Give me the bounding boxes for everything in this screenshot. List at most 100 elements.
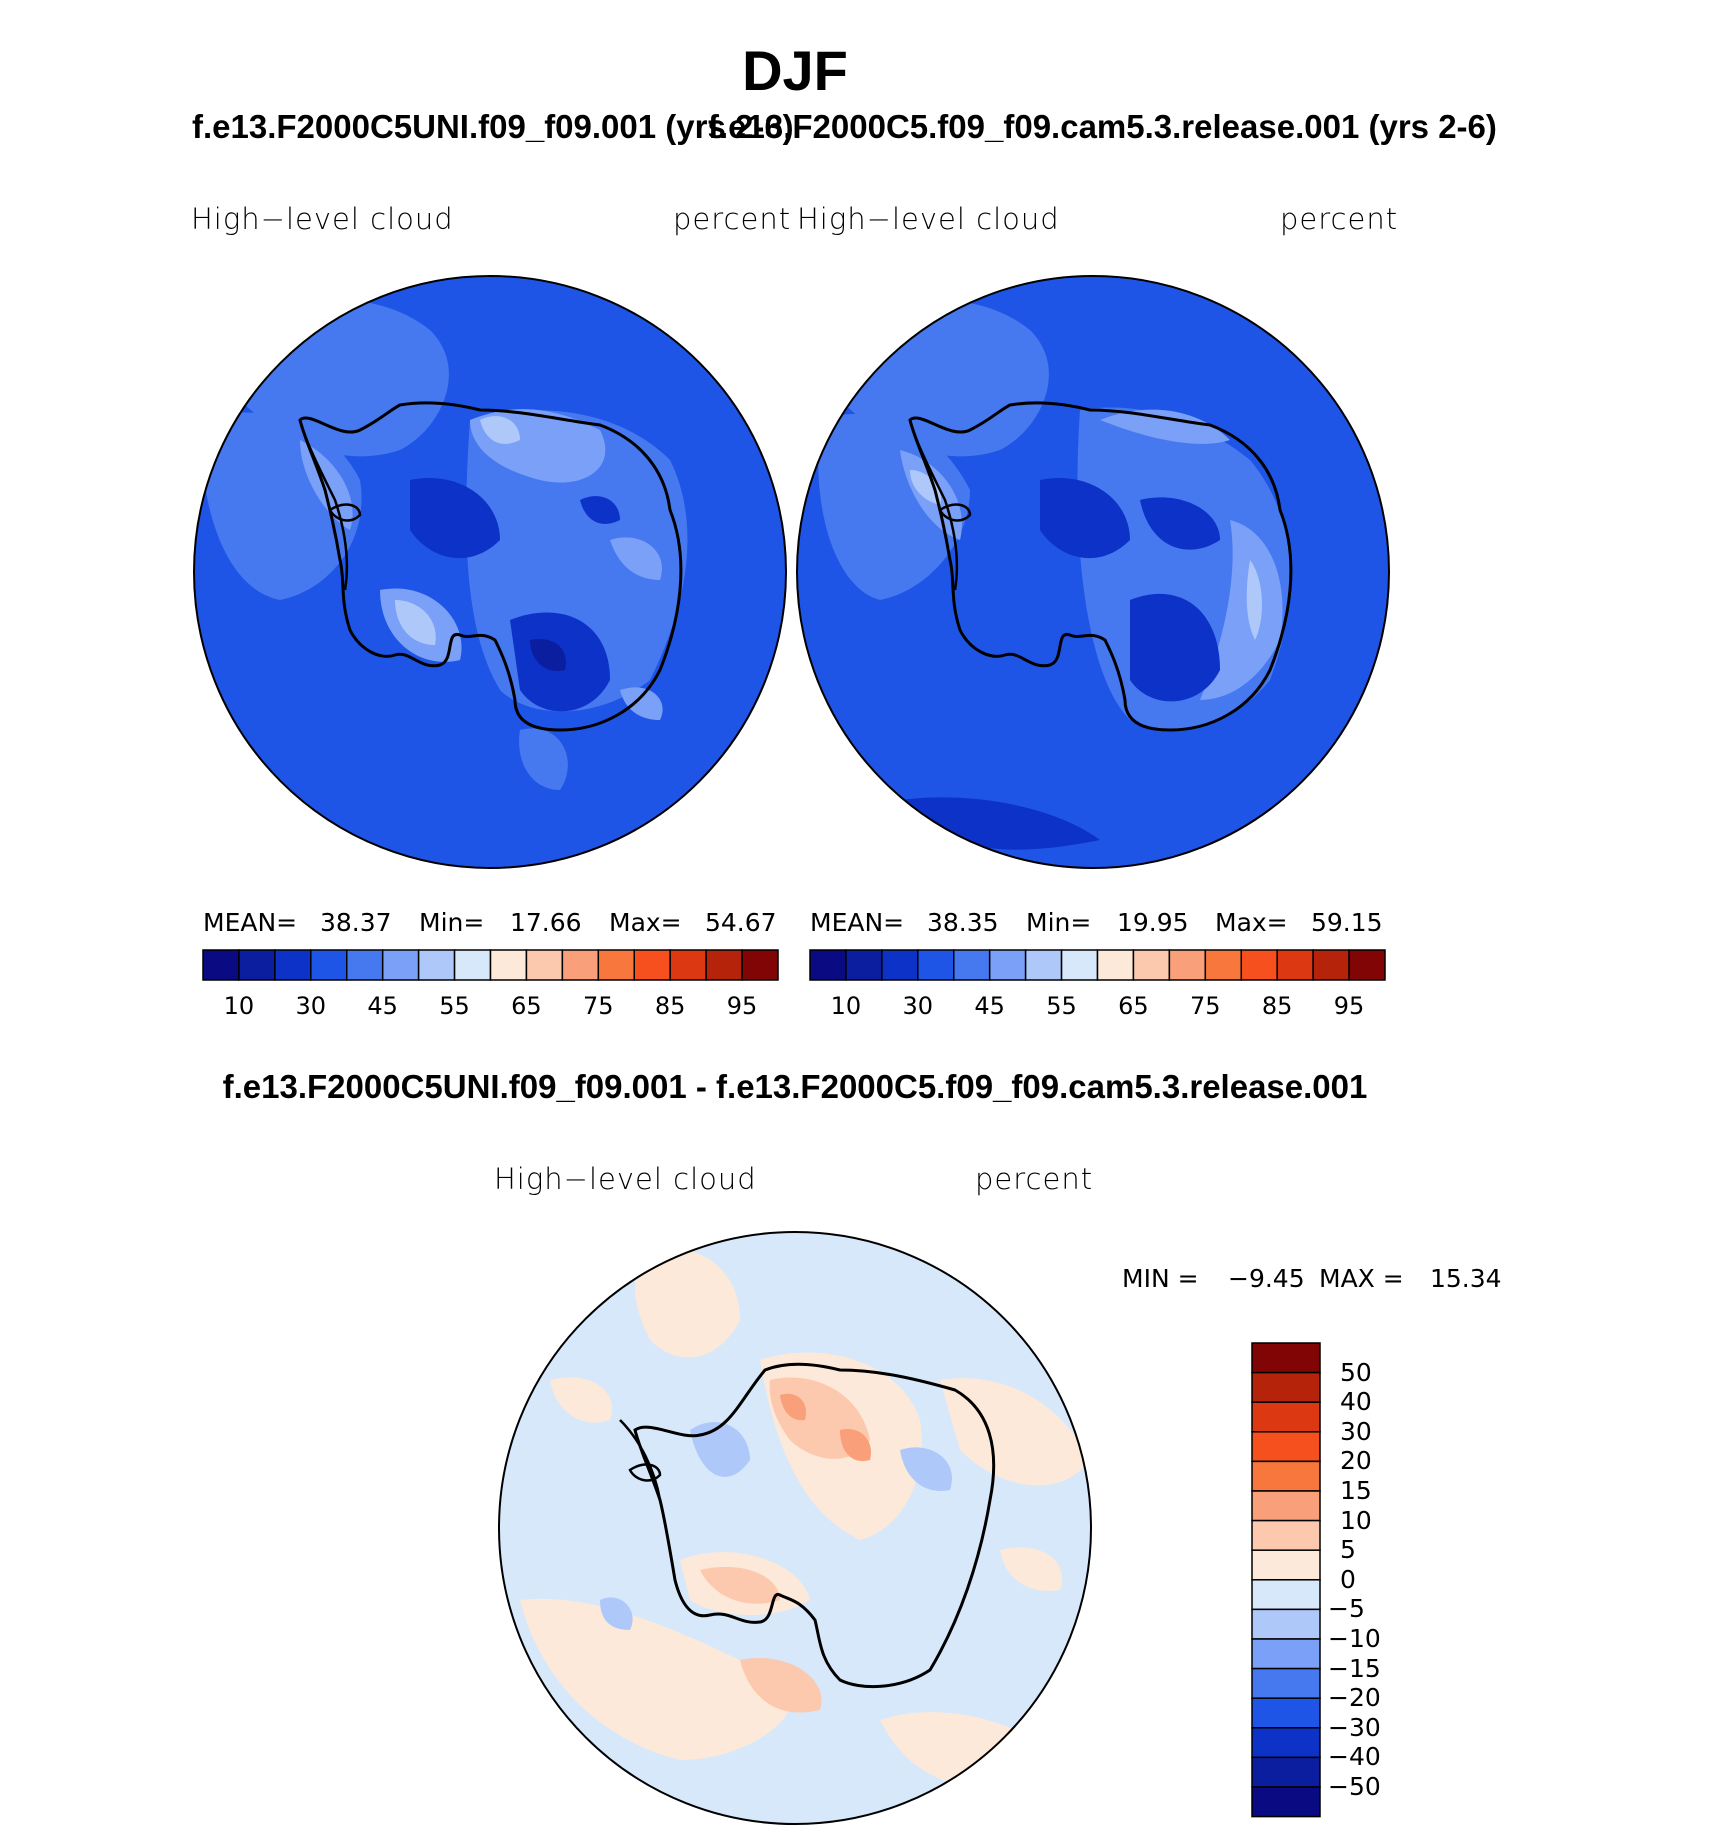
diff-colorbar-tick-label: 5 bbox=[1340, 1535, 1356, 1565]
diff-colorbar-swatch bbox=[1251, 1786, 1321, 1818]
panel2-mean-label: MEAN= bbox=[810, 908, 905, 937]
diff-units-label: percent bbox=[975, 1162, 1094, 1196]
panel1-colorbar-tick-label: 45 bbox=[367, 992, 398, 1020]
diff-colorbar-swatch bbox=[1251, 1549, 1321, 1581]
diff-colorbar-swatch bbox=[1251, 1490, 1321, 1522]
diff-colorbar bbox=[1251, 1342, 1321, 1818]
diff-colorbar-swatch bbox=[1251, 1756, 1321, 1788]
panel1-colorbar-swatch bbox=[238, 949, 276, 981]
diff-colorbar-swatch bbox=[1251, 1431, 1321, 1463]
figure-title: DJF bbox=[742, 39, 848, 102]
panel2-colorbar-swatch bbox=[1168, 949, 1207, 981]
panel2-case-title: f.e13.F2000C5.f09_f09.cam5.3.release.001… bbox=[708, 108, 1497, 145]
diff-colorbar-swatch bbox=[1251, 1638, 1321, 1670]
diff-colorbar-tick-label: −40 bbox=[1328, 1742, 1381, 1772]
panel1-units-label: percent bbox=[673, 202, 792, 236]
panel2-colorbar bbox=[809, 949, 1386, 981]
panel1-colorbar-tick-label: 95 bbox=[726, 992, 758, 1020]
panel2-colorbar-tick-label: 75 bbox=[1190, 992, 1221, 1020]
diff-colorbar-swatch bbox=[1251, 1342, 1321, 1374]
diff-colorbar-swatch bbox=[1251, 1460, 1321, 1492]
panel2-colorbar-swatch bbox=[1096, 949, 1135, 981]
panel1-max-value: 54.67 bbox=[705, 908, 777, 937]
diff-min-label: MIN = bbox=[1122, 1264, 1199, 1293]
diff-max-value: 15.34 bbox=[1430, 1264, 1502, 1293]
panel1-colorbar-swatch bbox=[310, 949, 348, 981]
panel1-colorbar-swatch bbox=[489, 949, 528, 981]
panel2-colorbar-tick-label: 45 bbox=[974, 992, 1005, 1020]
diff-colorbar-tick-label: −15 bbox=[1328, 1653, 1381, 1683]
panel2-colorbar-swatch bbox=[1024, 949, 1063, 981]
panel1-colorbar-swatch bbox=[417, 949, 456, 981]
panel1-colorbar-swatch bbox=[741, 949, 779, 981]
panel2-colorbar-swatch bbox=[1276, 949, 1314, 981]
panel2-colorbar-swatch bbox=[845, 949, 883, 981]
panel1-colorbar-tick-label: 65 bbox=[511, 992, 542, 1020]
diff-colorbar-tick-label: −50 bbox=[1328, 1772, 1381, 1801]
panel1-min-label: Min= bbox=[419, 908, 485, 937]
panel2-colorbar-tick-label: 85 bbox=[1261, 992, 1293, 1020]
panel1-colorbar-swatch bbox=[202, 949, 240, 981]
diff-colorbar-tick-label: 30 bbox=[1340, 1416, 1372, 1446]
panel2-units-label: percent bbox=[1280, 202, 1399, 236]
panel2-max-label: Max= bbox=[1215, 908, 1288, 937]
panel1-colorbar-swatch bbox=[346, 949, 384, 981]
panel2-colorbar-tick-label: 95 bbox=[1333, 992, 1365, 1020]
diff-colorbar-tick-label: −20 bbox=[1328, 1683, 1381, 1713]
panel2-colorbar-swatch bbox=[1132, 949, 1171, 981]
diff-min-value: −9.45 bbox=[1228, 1264, 1305, 1293]
panel2-colorbar-swatch bbox=[1312, 949, 1350, 981]
panel1-colorbar-swatch bbox=[597, 949, 635, 981]
diff-colorbar-tick-label: 20 bbox=[1340, 1446, 1372, 1476]
diff-colorbar-swatch bbox=[1251, 1727, 1321, 1759]
panel1-colorbar-tick-label: 75 bbox=[583, 992, 614, 1020]
panel2-colorbar-swatch bbox=[1204, 949, 1242, 981]
panel2-colorbar-tick-label: 55 bbox=[1046, 992, 1077, 1020]
diff-colorbar-swatch bbox=[1251, 1371, 1321, 1403]
panel1-colorbar-swatch bbox=[633, 949, 671, 981]
diff-colorbar-swatch bbox=[1251, 1608, 1321, 1640]
panel2-colorbar-swatch bbox=[1348, 949, 1386, 981]
panel2-colorbar-tick-label: 30 bbox=[902, 992, 934, 1020]
panel1-map bbox=[193, 275, 787, 869]
panel2-colorbar-swatch bbox=[1060, 949, 1099, 981]
panel2-max-value: 59.15 bbox=[1311, 908, 1383, 937]
panel2-mean-value: 38.35 bbox=[927, 908, 999, 937]
panel1-mean-label: MEAN= bbox=[203, 908, 298, 937]
diff-max-label: MAX = bbox=[1319, 1264, 1404, 1293]
diff-colorbar-tick-label: −5 bbox=[1328, 1594, 1365, 1624]
panel1-colorbar-swatch bbox=[274, 949, 312, 981]
panel1-colorbar-tick-label: 10 bbox=[223, 992, 255, 1020]
diff-colorbar-swatch bbox=[1251, 1697, 1321, 1729]
panel1-colorbar-tick-label: 85 bbox=[654, 992, 686, 1020]
panel1-colorbar-swatch bbox=[669, 949, 707, 981]
diff-colorbar-tick-label: 40 bbox=[1340, 1387, 1372, 1417]
panel1-colorbar-swatch bbox=[561, 949, 600, 981]
diff-map bbox=[498, 1231, 1092, 1825]
panel1-max-label: Max= bbox=[609, 908, 682, 937]
diff-title: f.e13.F2000C5UNI.f09_f09.001 - f.e13.F20… bbox=[222, 1068, 1368, 1105]
diff-colorbar-tick-label: 10 bbox=[1340, 1505, 1372, 1535]
panel1-colorbar-swatch bbox=[381, 949, 420, 981]
diff-colorbar-tick-label: −30 bbox=[1328, 1712, 1381, 1742]
panel1-colorbar-tick-label: 30 bbox=[295, 992, 327, 1020]
panel1-colorbar-swatch bbox=[525, 949, 564, 981]
diff-colorbar-swatch bbox=[1251, 1401, 1321, 1433]
panel1-variable-label: High−level cloud bbox=[191, 202, 454, 236]
panel2-min-label: Min= bbox=[1026, 908, 1092, 937]
diff-colorbar-tick-label: 50 bbox=[1340, 1357, 1372, 1387]
panel2-colorbar-tick-label: 10 bbox=[830, 992, 862, 1020]
panel1-min-value: 17.66 bbox=[510, 908, 582, 937]
panel2-colorbar-tick-label: 65 bbox=[1118, 992, 1149, 1020]
panel2-colorbar-swatch bbox=[953, 949, 991, 981]
panel2-colorbar-swatch bbox=[809, 949, 847, 981]
diff-colorbar-swatch bbox=[1251, 1579, 1321, 1611]
panel2-map bbox=[796, 275, 1390, 869]
diff-colorbar-tick-label: 0 bbox=[1340, 1564, 1356, 1594]
panel2-colorbar-swatch bbox=[988, 949, 1027, 981]
panel1-colorbar bbox=[202, 949, 779, 981]
panel2-variable-label: High−level cloud bbox=[797, 202, 1060, 236]
panel1-case-title: f.e13.F2000C5UNI.f09_f09.001 (yrs 2-6) bbox=[192, 108, 794, 145]
diff-colorbar-swatch bbox=[1251, 1667, 1321, 1699]
panel1-colorbar-tick-label: 55 bbox=[439, 992, 470, 1020]
